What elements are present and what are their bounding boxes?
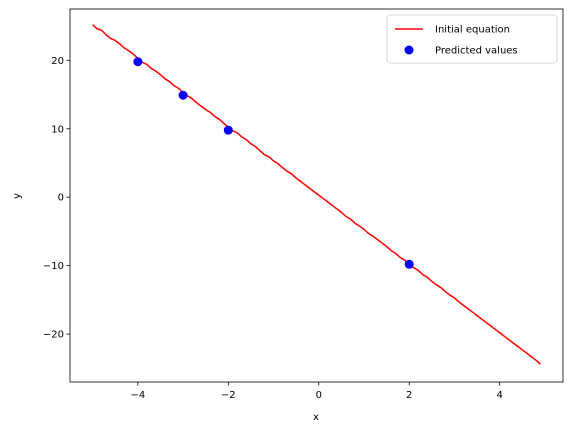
axes-frame [69,8,564,383]
x-tick-label: 2 [406,390,412,401]
x-axis-label: x [313,412,319,423]
data-point-predicted [133,57,143,67]
series-line-initial-equation [92,24,541,365]
legend-label-predicted-values: Predicted values [435,46,518,57]
legend-swatch-predicted-values [404,45,414,55]
x-tick-label: −2 [221,390,236,401]
legend: Initial equation Predicted values [386,14,558,64]
y-tick-label: −20 [43,330,64,341]
x-tick-label: −4 [130,390,145,401]
legend-label-initial-equation: Initial equation [435,25,510,36]
y-tick-label: 20 [51,56,64,67]
legend-box [386,14,558,64]
plot-area [92,24,541,365]
y-axis-label: y [12,193,23,199]
data-point-predicted [404,259,414,269]
y-tick-label: 0 [58,193,64,204]
data-point-predicted [223,125,233,135]
x-axis-ticks: −4 −2 0 2 4 [130,382,503,401]
y-axis-ticks: −20 −10 0 10 20 [43,56,70,341]
y-tick-label: 10 [51,124,64,135]
y-tick-label: −10 [43,261,64,272]
x-tick-label: 4 [496,390,502,401]
data-point-predicted [178,90,188,100]
x-tick-label: 0 [316,390,322,401]
